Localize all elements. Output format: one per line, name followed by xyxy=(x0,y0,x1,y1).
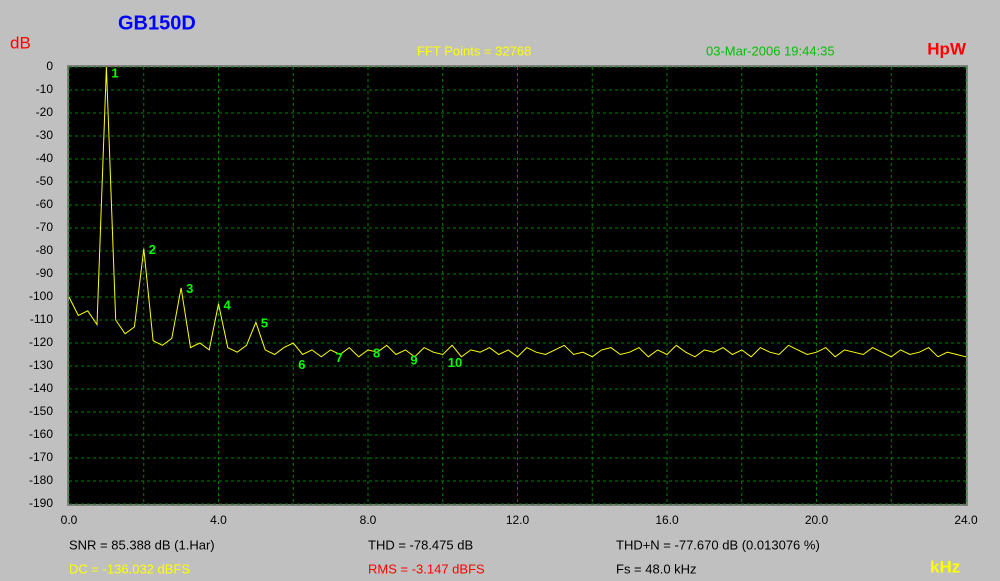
stat-snr: SNR = 85.388 dB (1.Har) xyxy=(69,537,215,552)
stat-thd: THD = -78.475 dB xyxy=(368,537,473,552)
harmonic-label: 5 xyxy=(261,316,268,331)
y-tick-label: -110 xyxy=(30,312,53,326)
x-tick-label: 20.0 xyxy=(805,513,829,527)
y-tick-label: -20 xyxy=(36,105,54,119)
y-tick-label: -170 xyxy=(29,450,53,464)
stat-rms: RMS = -3.147 dBFS xyxy=(368,561,485,576)
y-tick-label: -100 xyxy=(29,289,53,303)
timestamp: 03-Mar-2006 19:44:35 xyxy=(706,43,835,58)
y-axis-label: dB xyxy=(10,33,31,52)
y-tick-label: -70 xyxy=(36,220,54,234)
x-tick-label: 12.0 xyxy=(506,513,530,527)
y-tick-label: -60 xyxy=(36,197,54,211)
y-tick-label: 0 xyxy=(46,59,53,73)
harmonic-label: 7 xyxy=(336,350,343,365)
harmonic-label: 4 xyxy=(224,297,232,312)
stat-thdn: THD+N = -77.670 dB (0.013076 %) xyxy=(616,537,820,552)
harmonic-label: 2 xyxy=(149,242,156,257)
harmonic-label: 8 xyxy=(373,346,380,361)
y-tick-label: -130 xyxy=(29,358,53,372)
y-tick-label: -190 xyxy=(29,496,53,510)
y-tick-label: -120 xyxy=(29,335,53,349)
x-tick-label: 8.0 xyxy=(360,513,377,527)
y-tick-label: -10 xyxy=(36,82,54,96)
x-tick-label: 4.0 xyxy=(210,513,227,527)
fft-info: FFT Points = 32768 xyxy=(417,43,531,58)
brand: HpW xyxy=(927,39,967,58)
y-tick-label: -80 xyxy=(36,243,54,257)
y-tick-label: -90 xyxy=(36,266,54,280)
stat-fs: Fs = 48.0 kHz xyxy=(616,561,697,576)
y-tick-label: -180 xyxy=(29,473,53,487)
y-tick-label: -140 xyxy=(29,381,53,395)
spectrum-line xyxy=(68,66,967,358)
harmonic-label: 10 xyxy=(448,355,462,370)
y-tick-label: -40 xyxy=(36,151,54,165)
y-tick-label: -50 xyxy=(36,174,54,188)
chart-title: GB150D xyxy=(118,12,196,34)
y-tick-label: -160 xyxy=(29,427,53,441)
harmonic-label: 6 xyxy=(298,357,305,372)
x-tick-label: 16.0 xyxy=(655,513,679,527)
harmonic-label: 1 xyxy=(111,65,118,80)
y-tick-label: -30 xyxy=(36,128,54,142)
x-tick-label: 0.0 xyxy=(61,513,78,527)
harmonic-label: 3 xyxy=(186,281,193,296)
stat-dc: DC = -136.032 dBFS xyxy=(69,561,190,576)
x-tick-label: 24.0 xyxy=(954,513,978,527)
harmonic-label: 9 xyxy=(410,353,417,368)
x-axis-label: kHz xyxy=(930,557,960,576)
y-tick-label: -150 xyxy=(29,404,53,418)
